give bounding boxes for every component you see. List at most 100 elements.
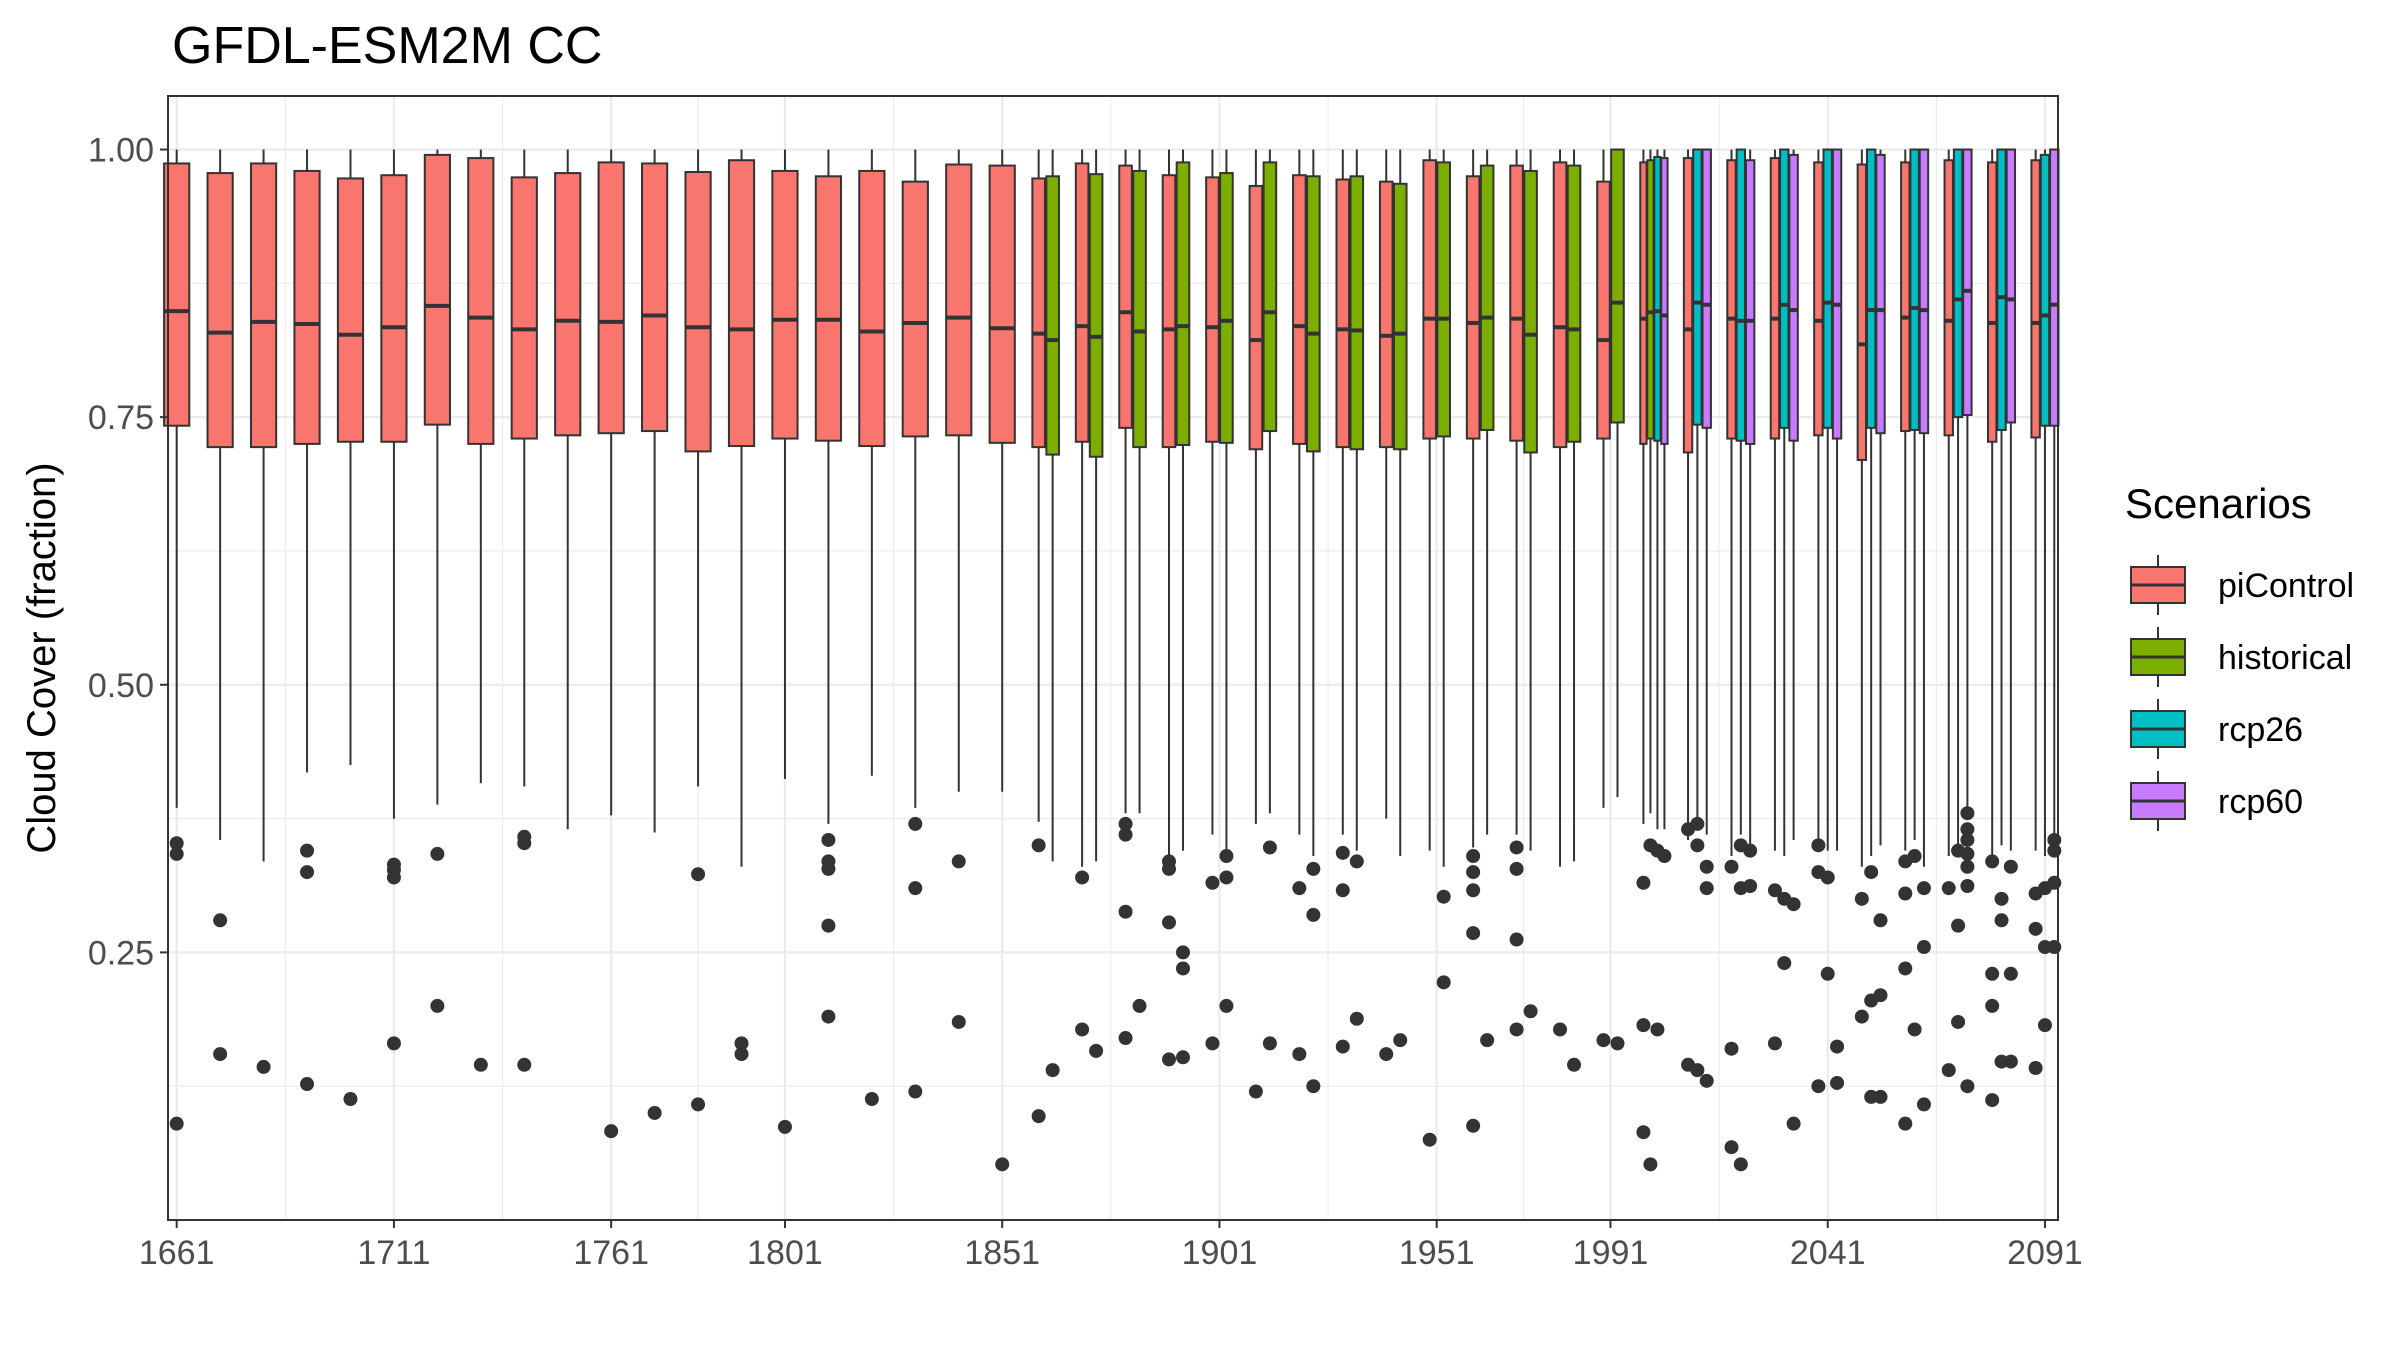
outlier-point — [1690, 816, 1705, 831]
box-historical-1861 — [1045, 149, 1060, 1078]
y-tick-label: 0.75 — [88, 399, 154, 437]
box-iqr — [1639, 161, 1648, 445]
outlier-point — [1523, 1004, 1538, 1019]
box-piControl-1771 — [641, 149, 669, 1120]
outlier-point — [430, 998, 445, 1013]
outlier-point — [1786, 897, 1801, 912]
box-iqr — [597, 161, 625, 435]
box-piControl-1701 — [336, 149, 365, 1107]
box-rcp60-2061 — [1916, 148, 1931, 1112]
legend-title: Scenarios — [2125, 480, 2312, 527]
outlier-point — [1567, 1057, 1582, 1072]
box-iqr — [1509, 164, 1524, 442]
box-iqr — [1692, 148, 1703, 426]
box-historical-1961 — [1479, 149, 1495, 1048]
outlier-point — [1873, 988, 1888, 1003]
outlier-point — [908, 816, 923, 831]
box-iqr — [684, 171, 712, 453]
box-rcp60-2031 — [1786, 149, 1801, 1131]
outlier-point — [1118, 904, 1133, 919]
outlier-point — [2037, 1018, 2052, 1033]
outlier-point — [1699, 881, 1714, 896]
outlier-point — [1636, 1125, 1651, 1140]
outlier-point — [1916, 1097, 1931, 1112]
outlier-point — [1075, 870, 1090, 885]
outlier-point — [1636, 875, 1651, 890]
outlier-point — [1031, 838, 1046, 853]
outlier-point — [386, 1036, 401, 1051]
outlier-point — [821, 861, 836, 876]
box-iqr — [814, 175, 843, 442]
legend-item-historical: historical — [2130, 627, 2352, 687]
box-iqr — [1088, 173, 1104, 458]
outlier-point — [1306, 907, 1321, 922]
outlier-point — [1854, 1009, 1869, 1024]
box-rcp60-2071 — [1960, 148, 1975, 1094]
box-iqr — [249, 162, 278, 449]
outlier-point — [1916, 940, 1931, 955]
outlier-point — [1690, 838, 1705, 853]
outlier-point — [1509, 840, 1524, 855]
box-piControl-1671 — [206, 149, 234, 1062]
box-piControl-1691 — [293, 149, 321, 1092]
outlier-point — [1219, 870, 1234, 885]
box-iqr — [1900, 161, 1911, 433]
outlier-point — [517, 1057, 532, 1072]
outlier-point — [1335, 883, 1350, 898]
box-iqr — [554, 172, 582, 437]
box-historical-1881 — [1132, 149, 1147, 1013]
chart-title: GFDL-ESM2M CC — [172, 17, 602, 75]
x-tick-label: 2091 — [2007, 1234, 2083, 1272]
legend-item-rcp60: rcp60 — [2130, 771, 2303, 831]
outlier-point — [1219, 998, 1234, 1013]
outlier-point — [1777, 956, 1792, 971]
outlier-point — [1349, 854, 1364, 869]
box-iqr — [771, 169, 799, 440]
outlier-point — [1767, 883, 1782, 898]
outlier-point — [300, 1077, 315, 1092]
outlier-point — [908, 1084, 923, 1099]
outlier-point — [213, 1047, 228, 1062]
box-iqr — [1031, 177, 1046, 449]
outlier-point — [430, 846, 445, 861]
outlier-point — [1162, 861, 1176, 876]
outlier-point — [951, 854, 966, 869]
box-iqr — [1292, 174, 1307, 445]
box-rcp60-2051 — [1873, 149, 1888, 1104]
outlier-point — [1393, 1033, 1408, 1048]
outlier-point — [1075, 1022, 1090, 1037]
box-iqr — [293, 169, 321, 445]
box-piControl-1801 — [771, 149, 799, 1134]
outlier-point — [2028, 921, 2043, 936]
box-iqr — [1161, 174, 1177, 449]
outlier-point — [1031, 1109, 1046, 1124]
x-tick-label: 1991 — [1573, 1234, 1649, 1272]
outlier-point — [1985, 854, 2000, 869]
box-piControl-1991 — [1596, 149, 1611, 1048]
legend-label: piControl — [2218, 567, 2354, 605]
box-iqr — [1596, 180, 1611, 440]
outlier-point — [1873, 1089, 1888, 1104]
box-iqr — [1962, 148, 1973, 417]
outlier-point — [1854, 891, 1869, 906]
outlier-point — [256, 1059, 271, 1074]
box-historical-1891 — [1175, 149, 1191, 1065]
box-iqr — [1392, 182, 1408, 451]
outlier-point — [169, 1116, 184, 1131]
box-iqr — [1701, 148, 1712, 429]
outlier-point — [908, 881, 923, 896]
box-iqr — [1865, 148, 1877, 429]
legend-label: historical — [2218, 639, 2352, 677]
box-iqr — [1248, 184, 1264, 451]
outlier-point — [1690, 1063, 1705, 1078]
outlier-point — [1118, 816, 1133, 831]
outlier-point — [2003, 1054, 2018, 1069]
outlier-point — [2003, 966, 2018, 981]
y-tick-label: 0.50 — [88, 667, 154, 705]
outlier-point — [1994, 891, 2009, 906]
x-tick-label: 2041 — [1790, 1234, 1866, 1272]
outlier-point — [1509, 1022, 1524, 1037]
box-iqr — [510, 176, 538, 440]
box-iqr — [1986, 161, 1998, 443]
